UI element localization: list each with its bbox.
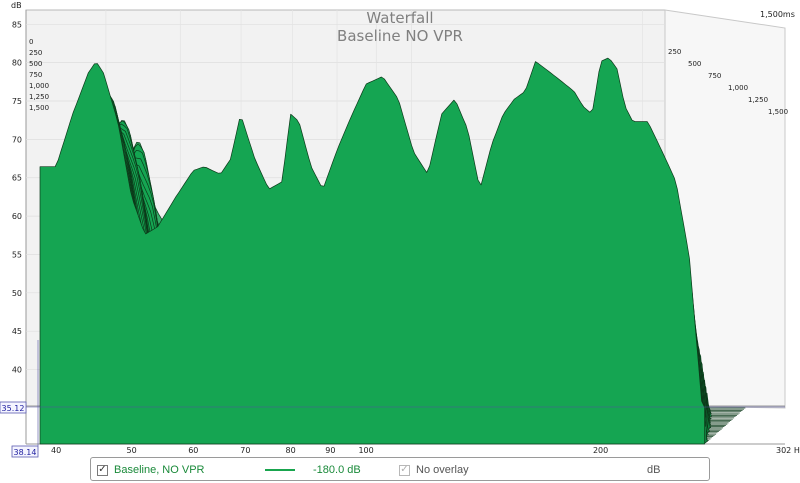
y-tick-label-4: 60 (12, 212, 22, 221)
time-tick-left-2: 500 (29, 60, 42, 68)
time-axis-label: 1,500ms (760, 10, 795, 19)
time-tick-left-1: 250 (29, 49, 42, 57)
y-tick-label-6: 70 (12, 135, 22, 144)
time-tick-right-5: 1,500 (768, 108, 788, 116)
x-tick-label-3: 70 (240, 446, 250, 455)
x-max-label: 302 Hz (776, 446, 800, 455)
y-tick-label-0: 40 (12, 366, 22, 375)
legend-series-item[interactable]: ✓ Baseline, NO VPR (97, 463, 204, 477)
x-cursor-label: 38.14 (14, 448, 37, 457)
time-tick-right-0: 250 (668, 48, 681, 56)
level-value: -180.0 dB (313, 464, 361, 476)
time-tick-right-1: 500 (688, 60, 701, 68)
legend-unit-item: dB (647, 463, 660, 477)
legend-overlay-item[interactable]: ✓ No overlay (399, 463, 469, 477)
y-tick-label-8: 80 (12, 59, 22, 68)
y-cursor-label: 35.12 (2, 404, 25, 413)
time-tick-left-0: 0 (29, 38, 33, 46)
legend-level-item: -180.0 dB (259, 463, 361, 477)
x-cursor-box[interactable] (11, 445, 39, 458)
x-tick-label-7: 200 (593, 446, 608, 455)
unit-label: dB (647, 464, 661, 476)
x-tick-label-4: 80 (286, 446, 296, 455)
overlay-label: No overlay (416, 464, 469, 476)
series-color-swatch (265, 469, 295, 471)
time-tick-right-2: 750 (708, 72, 721, 80)
waterfall-slices (39, 57, 746, 445)
y-tick-label-7: 75 (12, 97, 22, 106)
time-tick-right-4: 1,250 (748, 96, 768, 104)
chart-subtitle: Baseline NO VPR (337, 27, 463, 45)
x-tick-label-1: 50 (127, 446, 137, 455)
y-tick-label-1: 45 (12, 327, 22, 336)
y-cursor-box[interactable] (0, 401, 27, 414)
x-tick-label-0: 40 (51, 446, 61, 455)
time-tick-left-4: 1,000 (29, 82, 49, 90)
overlay-checkbox[interactable]: ✓ (399, 464, 410, 476)
series-checkbox[interactable]: ✓ (97, 464, 108, 476)
time-tick-right-3: 1,000 (728, 84, 748, 92)
time-tick-left-6: 1,500 (29, 104, 49, 112)
chart-title: Waterfall (366, 9, 433, 27)
x-tick-label-2: 60 (188, 446, 198, 455)
x-tick-label-5: 90 (325, 446, 335, 455)
y-tick-label-2: 50 (12, 289, 22, 298)
waterfall-slice-0 (39, 57, 705, 445)
y-tick-label-9: 85 (12, 20, 22, 29)
axes: 40 45 50 55 60 65 70 75 80 85 40 50 60 70 80 90 100 200 0 2… (12, 20, 788, 455)
series-label: Baseline, NO VPR (114, 464, 205, 476)
y-axis-label: dB (11, 1, 22, 10)
time-tick-left-3: 750 (29, 71, 42, 79)
legend-bar: ✓ Baseline, NO VPR -180.0 dB ✓ No overla… (90, 457, 710, 481)
y-tick-label-5: 65 (12, 174, 22, 183)
x-tick-label-6: 100 (358, 446, 373, 455)
y-tick-label-3: 55 (12, 251, 22, 260)
time-tick-left-5: 1,250 (29, 93, 49, 101)
